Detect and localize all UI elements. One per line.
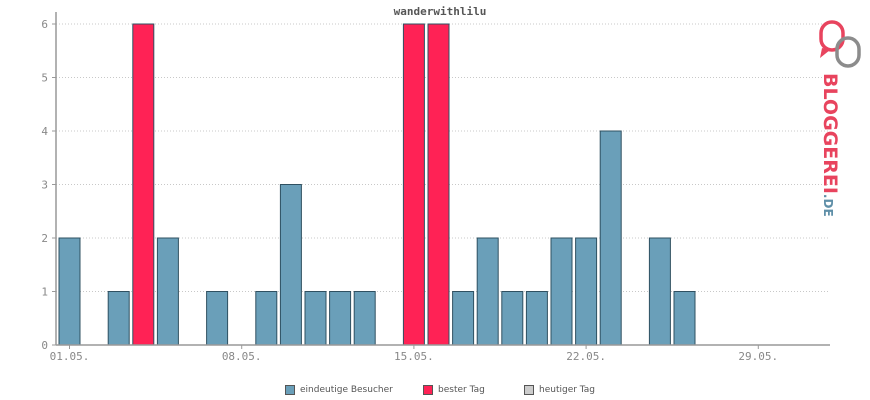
- x-tick-label: 29.05.: [738, 350, 778, 363]
- bar: [599, 130, 622, 346]
- bar: [501, 291, 524, 346]
- bar: [353, 291, 376, 346]
- x-tick-label: 15.05.: [394, 350, 434, 363]
- bar: [673, 291, 696, 346]
- chart-title: wanderwithlilu: [394, 5, 487, 18]
- x-tick-label: 01.05.: [50, 350, 90, 363]
- y-tick-label: 6: [41, 18, 48, 31]
- logo-text: BLOGGEREI.DE: [819, 73, 841, 217]
- bar: [107, 291, 130, 346]
- bar-best-day: [132, 23, 155, 346]
- bar: [304, 291, 327, 346]
- y-tick-label: 4: [41, 125, 48, 138]
- y-tick-label: 3: [41, 179, 48, 192]
- x-tick-label: 08.05.: [222, 350, 262, 363]
- y-tick-label: 2: [41, 232, 48, 245]
- bar-best-day: [427, 23, 450, 346]
- axes: 0 1 2 3 4 5 6 01.05. 08.05. 15.05. 22.05. 29.05.: [41, 12, 830, 363]
- bar-best-day: [402, 23, 425, 346]
- x-tick-label: 22.05.: [566, 350, 606, 363]
- y-tick-label: 5: [41, 72, 48, 85]
- legend: eindeutige Besucher bester Tag heutiger …: [0, 385, 870, 399]
- legend-swatch-visitors: [285, 385, 295, 395]
- bar: [255, 291, 278, 346]
- bar: [156, 237, 179, 346]
- bar: [476, 237, 499, 346]
- legend-swatch-best: [423, 385, 433, 395]
- legend-item-today: heutiger Tag: [524, 385, 595, 395]
- y-tick-label: 1: [41, 286, 48, 299]
- bar: [525, 291, 548, 346]
- bar: [329, 291, 352, 346]
- y-tick-label: 0: [41, 339, 48, 352]
- bar: [58, 237, 81, 346]
- bloggerei-logo-icon: BLOGGEREI.DE: [819, 20, 861, 217]
- legend-item-visitors: eindeutige Besucher: [285, 385, 393, 395]
- bar: [648, 237, 671, 346]
- legend-label-visitors: eindeutige Besucher: [300, 385, 393, 395]
- legend-label-today: heutiger Tag: [539, 385, 596, 395]
- legend-item-best: bester Tag: [423, 385, 485, 395]
- bar: [206, 291, 229, 346]
- legend-swatch-today: [524, 385, 534, 395]
- bar: [452, 291, 475, 346]
- bar: [279, 184, 302, 346]
- legend-label-best: bester Tag: [438, 385, 485, 395]
- bar: [575, 237, 598, 346]
- bar: [550, 237, 573, 346]
- bloggerei-logo: BLOGGEREI.DE: [812, 18, 868, 218]
